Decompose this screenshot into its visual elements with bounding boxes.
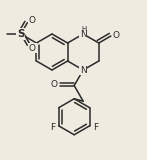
Text: S: S <box>17 29 25 39</box>
Text: N: N <box>80 29 87 39</box>
Text: O: O <box>29 16 36 25</box>
Text: F: F <box>50 123 55 132</box>
Text: O: O <box>112 31 119 40</box>
Text: O: O <box>51 80 58 89</box>
Text: H: H <box>82 26 87 32</box>
Text: O: O <box>29 44 36 53</box>
Text: N: N <box>80 65 87 75</box>
Text: F: F <box>93 123 98 132</box>
